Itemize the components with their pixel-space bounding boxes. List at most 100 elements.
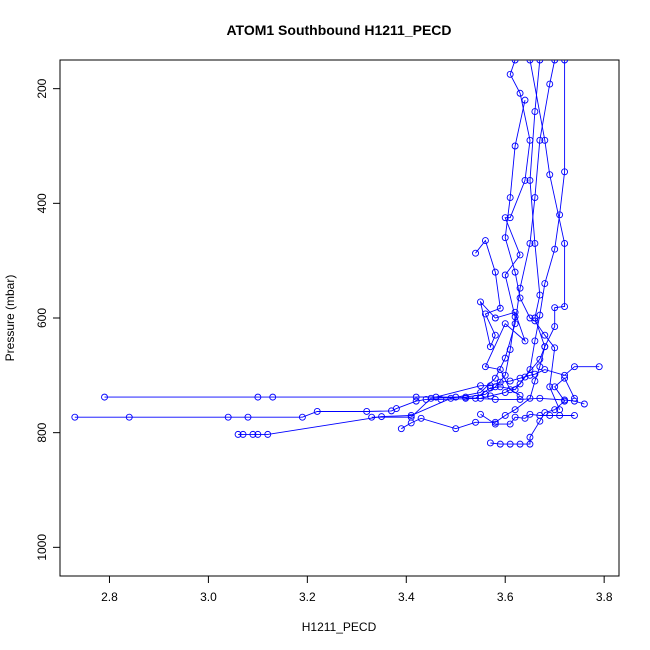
data-point <box>501 371 509 379</box>
data-point <box>506 214 514 222</box>
data-point <box>561 397 569 405</box>
data-point <box>477 298 484 306</box>
data-point <box>561 240 569 247</box>
data-point <box>501 214 509 222</box>
data-point <box>239 430 247 438</box>
data-point <box>516 284 524 292</box>
x-tick-label: 3.2 <box>299 590 316 604</box>
x-axis-label: H1211_PECD <box>302 620 377 634</box>
data-point <box>363 408 371 415</box>
data-point <box>526 394 534 402</box>
data-point <box>571 412 578 419</box>
data-point <box>561 374 569 382</box>
data-point <box>269 393 277 401</box>
data-point <box>561 303 569 310</box>
data-point <box>481 363 489 371</box>
data-point <box>571 363 578 371</box>
data-point <box>541 409 549 417</box>
data-point <box>501 271 509 279</box>
series-line <box>238 60 556 435</box>
data-point <box>491 331 499 339</box>
data-point <box>313 408 321 415</box>
data-point <box>501 412 509 419</box>
data-point <box>452 425 460 433</box>
data-point <box>516 395 524 403</box>
data-point <box>536 363 544 371</box>
data-point <box>511 308 519 316</box>
data-series <box>486 374 578 448</box>
data-point <box>541 366 549 374</box>
data-point <box>125 413 133 421</box>
data-point <box>531 240 539 247</box>
data-point <box>506 420 514 428</box>
data-point <box>551 323 559 331</box>
data-series <box>472 237 529 399</box>
data-point <box>501 320 509 328</box>
data-point <box>491 268 499 276</box>
data-point <box>496 383 504 391</box>
data-series <box>501 96 564 414</box>
data-point <box>595 363 603 371</box>
data-point <box>417 414 425 422</box>
data-point <box>486 382 494 390</box>
data-point <box>506 70 514 78</box>
series-line <box>475 239 526 396</box>
y-tick-label: 1000 <box>35 534 49 561</box>
data-point <box>521 373 529 381</box>
data-point <box>531 194 539 202</box>
data-point <box>71 413 79 421</box>
data-point <box>546 412 554 419</box>
data-point <box>526 410 534 418</box>
y-tick-label: 600 <box>35 308 49 328</box>
data-point <box>407 412 415 419</box>
data-point <box>526 60 534 64</box>
data-point <box>511 142 519 150</box>
data-point <box>551 344 559 352</box>
data-point <box>526 240 534 247</box>
data-series <box>477 410 578 428</box>
data-point <box>516 391 524 399</box>
x-tick-label: 3.4 <box>398 590 415 604</box>
chart-title: ATOM1 Southbound H1211_PECD <box>226 22 451 38</box>
data-point <box>481 310 489 318</box>
data-point <box>412 393 420 401</box>
data-point <box>496 378 504 386</box>
data-point <box>546 171 554 179</box>
data-point <box>486 392 494 400</box>
y-tick-label: 800 <box>35 422 49 442</box>
data-point <box>536 291 544 299</box>
data-point <box>551 383 559 391</box>
data-point <box>511 60 519 64</box>
data-point <box>521 414 529 422</box>
data-point <box>536 355 544 363</box>
data-point <box>556 211 564 219</box>
data-point <box>472 249 479 257</box>
data-point <box>541 331 549 339</box>
data-point <box>234 430 242 438</box>
data-point <box>264 430 272 438</box>
data-point <box>511 320 519 328</box>
x-tick-label: 3.6 <box>497 590 514 604</box>
data-point <box>249 430 257 438</box>
data-point <box>531 370 539 378</box>
data-point <box>397 425 405 433</box>
series-line <box>104 396 585 405</box>
series-line <box>465 60 546 399</box>
data-point <box>580 400 588 408</box>
data-point <box>551 60 559 64</box>
data-point <box>526 176 534 184</box>
x-tick-label: 3.0 <box>200 590 217 604</box>
data-point <box>511 413 519 421</box>
data-point <box>427 394 435 402</box>
data-point <box>496 366 504 374</box>
data-point <box>516 89 524 97</box>
data-point <box>546 80 554 88</box>
data-point <box>298 413 306 421</box>
data-point <box>412 397 420 405</box>
data-series <box>101 393 588 408</box>
data-point <box>521 96 529 104</box>
data-point <box>224 413 232 421</box>
series-line <box>74 60 566 418</box>
data-point <box>516 294 524 302</box>
